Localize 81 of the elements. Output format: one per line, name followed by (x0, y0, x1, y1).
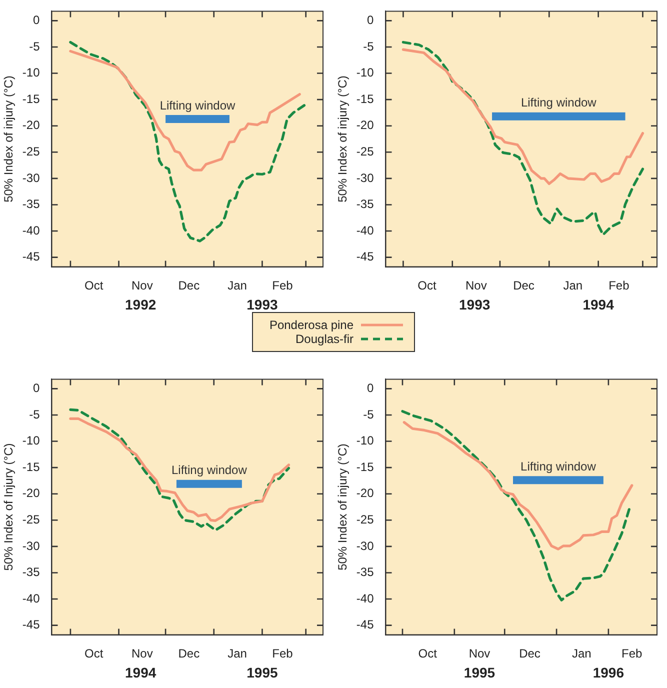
x-tick-label: Dec (178, 646, 200, 660)
legend-label: Ponderosa pine (269, 318, 354, 332)
y-tick-label: -10 (22, 66, 40, 80)
y-tick-label: -40 (22, 591, 40, 606)
x-tick-label: Feb (622, 646, 643, 660)
series-label: Lifting window (172, 463, 248, 478)
y-tick-label: -35 (356, 197, 374, 212)
x-tick-label: Jan (572, 646, 592, 660)
x-tick-label: Feb (608, 278, 630, 292)
x2-tick-label: 1993 (246, 296, 278, 312)
line-series (401, 410, 632, 602)
legend-label: Douglas-fir (296, 332, 354, 346)
x-tick-label: Dec (178, 278, 200, 292)
y-tick-label: -15 (22, 460, 40, 474)
x-tick-label: Nov (131, 278, 153, 292)
x2-tick-label: 1992 (125, 296, 156, 312)
y-tick-label: -5 (29, 39, 40, 54)
y-tick-label: -40 (22, 223, 40, 238)
y-tick-label: -35 (22, 565, 40, 580)
x2-tick-label: 1996 (592, 664, 624, 680)
y-tick-label: 0 (33, 12, 40, 27)
x-tick-label: Nov (468, 646, 490, 660)
y-tick-label: -25 (356, 144, 374, 158)
y-tick-label: -40 (356, 591, 374, 606)
x2-tick-label: 1994 (582, 296, 614, 312)
series-label: Lifting window (520, 459, 596, 474)
y-tick-label: -25 (356, 512, 374, 526)
y-tick-label: -20 (22, 486, 40, 500)
y-tick-label: -20 (22, 118, 40, 132)
y-tick-label: -10 (356, 66, 374, 80)
x2-tick-label: 1993 (459, 296, 490, 312)
y-tick-label: 0 (367, 12, 374, 27)
y-tick-label: -25 (22, 144, 40, 158)
y-tick-label: -30 (22, 170, 40, 185)
line-series (69, 40, 306, 242)
x-tick-label: Oct (418, 646, 438, 660)
y-tick-label: -15 (356, 92, 374, 106)
y-tick-label: -35 (22, 197, 40, 212)
x-tick-label: Oct (418, 278, 437, 292)
y-tick-label: -5 (363, 407, 374, 422)
y-tick-label: -15 (356, 460, 374, 474)
y-tick-label: -30 (356, 538, 374, 553)
y-tick-label: 0 (367, 380, 374, 395)
x-tick-label: Nov (131, 646, 153, 660)
y-tick-label: -20 (356, 118, 374, 132)
y-tick-label: -45 (356, 618, 374, 632)
x-tick-label: Nov (465, 278, 487, 292)
x-tick-label: Feb (272, 278, 294, 292)
y-tick-label: -5 (29, 407, 40, 422)
x-tick-label: Dec (519, 646, 540, 660)
x-tick-label: Feb (272, 646, 294, 660)
y-tick-label: -5 (363, 39, 374, 54)
y-axis-title: 50% Index of injury (°C) (336, 76, 350, 202)
x2-tick-label: 1995 (464, 664, 496, 680)
y-axis-title: 50% Index of injury (°C) (2, 76, 16, 202)
y-tick-label: -25 (22, 512, 40, 526)
y-tick-label: -15 (22, 92, 40, 106)
x-tick-label: Jan (563, 278, 583, 292)
y-tick-label: -10 (22, 434, 40, 448)
y-tick-label: -35 (356, 565, 374, 580)
y-tick-label: -45 (22, 618, 40, 632)
x-tick-label: Dec (513, 278, 534, 292)
y-tick-label: -30 (22, 538, 40, 553)
x-tick-label: Jan (228, 646, 247, 660)
y-axis-title: 50% Index of Injury (°C) (2, 443, 16, 571)
series-label: Lifting window (160, 98, 236, 112)
y-tick-label: -10 (356, 434, 374, 448)
x-tick-label: Oct (84, 278, 104, 292)
x2-tick-label: 1995 (246, 664, 278, 680)
y-tick-label: -40 (356, 223, 374, 238)
series-label: Lifting window (520, 96, 597, 110)
y-tick-label: -30 (356, 170, 374, 185)
x2-tick-label: 1994 (125, 664, 156, 680)
y-tick-label: -20 (356, 486, 374, 500)
y-tick-label: -45 (356, 250, 374, 264)
x-tick-label: Jan (228, 278, 247, 292)
x-tick-label: Oct (84, 646, 104, 660)
y-tick-label: -45 (22, 250, 40, 264)
y-tick-label: 0 (33, 380, 40, 395)
y-axis-title: 50% Index of injury (°C) (336, 444, 350, 570)
line-series (402, 40, 644, 236)
